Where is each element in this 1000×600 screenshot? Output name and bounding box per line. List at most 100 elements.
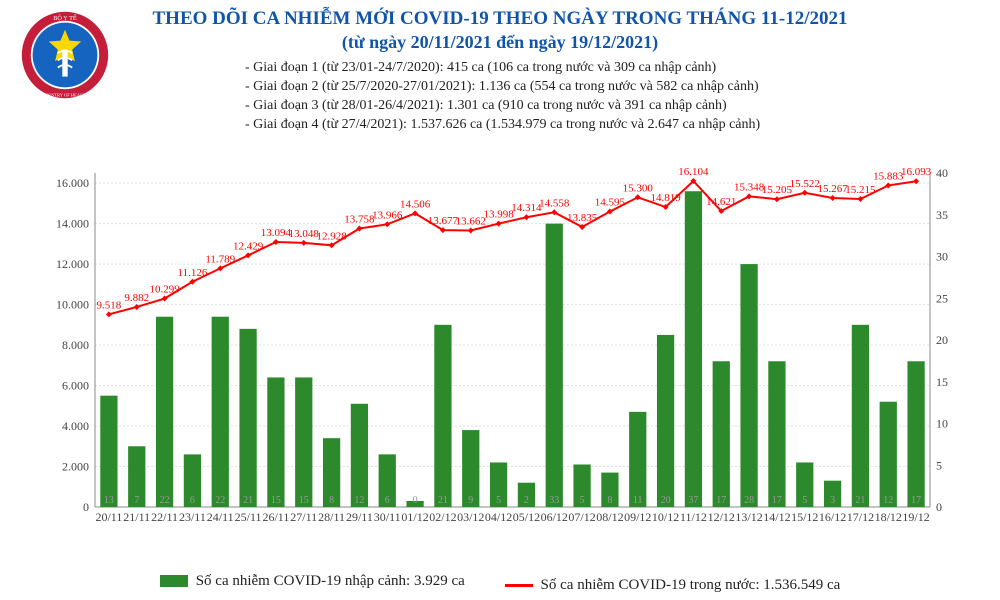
legend-line-swatch <box>505 584 533 587</box>
svg-text:5: 5 <box>496 495 501 506</box>
svg-text:13.094: 13.094 <box>261 227 292 239</box>
chart-area: 0 2.000 4.000 6.000 8.000 10.000 12.000 14.000 1… <box>55 165 960 535</box>
ministry-logo: BỘ Y TẾ MINISTRY OF HEALTH <box>20 10 110 100</box>
svg-text:5: 5 <box>936 458 942 472</box>
svg-text:14/12: 14/12 <box>763 510 790 524</box>
svg-text:22: 22 <box>215 495 225 506</box>
svg-text:2.000: 2.000 <box>62 460 89 474</box>
svg-text:8.000: 8.000 <box>62 338 89 352</box>
svg-text:08/12: 08/12 <box>596 510 623 524</box>
svg-text:7: 7 <box>134 495 139 506</box>
svg-text:14.621: 14.621 <box>706 196 736 208</box>
svg-text:21: 21 <box>438 495 448 506</box>
svg-text:13.998: 13.998 <box>483 209 514 221</box>
svg-text:05/12: 05/12 <box>513 510 540 524</box>
svg-text:12.000: 12.000 <box>56 257 89 271</box>
svg-text:15.522: 15.522 <box>790 178 820 190</box>
svg-text:17: 17 <box>772 495 782 506</box>
svg-text:40: 40 <box>936 166 948 180</box>
svg-text:11/12: 11/12 <box>680 510 707 524</box>
svg-text:14.314: 14.314 <box>511 202 542 214</box>
svg-text:14.558: 14.558 <box>539 197 570 209</box>
svg-text:04/12: 04/12 <box>485 510 512 524</box>
svg-text:21: 21 <box>855 495 865 506</box>
svg-text:12.928: 12.928 <box>316 230 347 242</box>
svg-text:20: 20 <box>661 495 671 506</box>
svg-text:12: 12 <box>354 495 364 506</box>
svg-text:9: 9 <box>468 495 473 506</box>
svg-text:15.205: 15.205 <box>762 184 793 196</box>
svg-text:9.882: 9.882 <box>124 292 149 304</box>
svg-text:15.300: 15.300 <box>623 182 654 194</box>
svg-text:6: 6 <box>190 495 195 506</box>
svg-text:15: 15 <box>936 375 948 389</box>
legend-bar-text: Số ca nhiễm COVID-19 nhập cảnh: 3.929 ca <box>196 573 465 590</box>
svg-text:24/11: 24/11 <box>207 510 234 524</box>
svg-text:22: 22 <box>160 495 170 506</box>
svg-text:11.126: 11.126 <box>177 267 207 279</box>
svg-text:14.000: 14.000 <box>56 217 89 231</box>
svg-text:21/11: 21/11 <box>123 510 150 524</box>
svg-text:6.000: 6.000 <box>62 379 89 393</box>
svg-text:4.000: 4.000 <box>62 419 89 433</box>
svg-text:22/11: 22/11 <box>151 510 178 524</box>
svg-text:02/12: 02/12 <box>429 510 456 524</box>
svg-text:8: 8 <box>607 495 612 506</box>
svg-text:27/11: 27/11 <box>290 510 317 524</box>
svg-text:13.048: 13.048 <box>289 228 320 240</box>
svg-text:10.299: 10.299 <box>149 284 180 296</box>
svg-text:30: 30 <box>936 250 948 264</box>
svg-text:5: 5 <box>802 495 807 506</box>
svg-text:BỘ Y TẾ: BỘ Y TẾ <box>53 14 77 22</box>
svg-text:9.518: 9.518 <box>97 299 122 311</box>
svg-text:03/12: 03/12 <box>457 510 484 524</box>
svg-text:6: 6 <box>385 495 390 506</box>
svg-text:10/12: 10/12 <box>652 510 679 524</box>
svg-text:18/12: 18/12 <box>875 510 902 524</box>
svg-text:25: 25 <box>936 291 948 305</box>
svg-text:15.267: 15.267 <box>817 183 848 195</box>
svg-text:17: 17 <box>716 495 726 506</box>
svg-text:MINISTRY OF HEALTH: MINISTRY OF HEALTH <box>42 92 90 97</box>
svg-text:01/12: 01/12 <box>401 510 428 524</box>
svg-text:21: 21 <box>243 495 253 506</box>
svg-text:15.348: 15.348 <box>734 181 765 193</box>
svg-text:15/12: 15/12 <box>791 510 818 524</box>
svg-text:12.429: 12.429 <box>233 240 264 252</box>
legend-bar-swatch <box>160 575 188 587</box>
svg-text:26/11: 26/11 <box>262 510 289 524</box>
svg-text:13: 13 <box>104 495 114 506</box>
svg-text:30/11: 30/11 <box>374 510 401 524</box>
svg-text:11.789: 11.789 <box>205 253 235 265</box>
svg-text:14.595: 14.595 <box>595 197 626 209</box>
svg-text:3: 3 <box>830 495 835 506</box>
svg-text:20: 20 <box>936 333 948 347</box>
svg-text:37: 37 <box>688 495 698 506</box>
svg-text:16/12: 16/12 <box>819 510 846 524</box>
svg-text:8: 8 <box>329 495 334 506</box>
svg-text:16.104: 16.104 <box>678 166 709 178</box>
svg-text:0: 0 <box>936 500 942 514</box>
svg-text:11: 11 <box>633 495 643 506</box>
svg-text:28/11: 28/11 <box>318 510 345 524</box>
svg-text:16.000: 16.000 <box>56 176 89 190</box>
svg-text:25/11: 25/11 <box>235 510 262 524</box>
svg-text:23/11: 23/11 <box>179 510 206 524</box>
svg-text:12/12: 12/12 <box>708 510 735 524</box>
svg-text:12: 12 <box>883 495 893 506</box>
svg-text:10.000: 10.000 <box>56 298 89 312</box>
svg-text:09/12: 09/12 <box>624 510 651 524</box>
svg-text:06/12: 06/12 <box>541 510 568 524</box>
legend: Số ca nhiễm COVID-19 nhập cảnh: 3.929 ca… <box>0 573 1000 595</box>
svg-text:16.093: 16.093 <box>901 166 932 178</box>
svg-text:10: 10 <box>936 417 948 431</box>
stage-notes: - Giai đoạn 1 (từ 23/01-24/7/2020): 415 … <box>245 59 1000 135</box>
svg-text:19/12: 19/12 <box>902 510 929 524</box>
svg-text:0: 0 <box>83 500 89 514</box>
svg-text:29/11: 29/11 <box>346 510 373 524</box>
svg-text:28: 28 <box>744 495 754 506</box>
svg-text:15: 15 <box>299 495 309 506</box>
chart-title: THEO DÕI CA NHIỄM MỚI COVID-19 THEO NGÀY… <box>0 8 1000 30</box>
svg-text:20/11: 20/11 <box>95 510 122 524</box>
svg-text:33: 33 <box>549 495 559 506</box>
